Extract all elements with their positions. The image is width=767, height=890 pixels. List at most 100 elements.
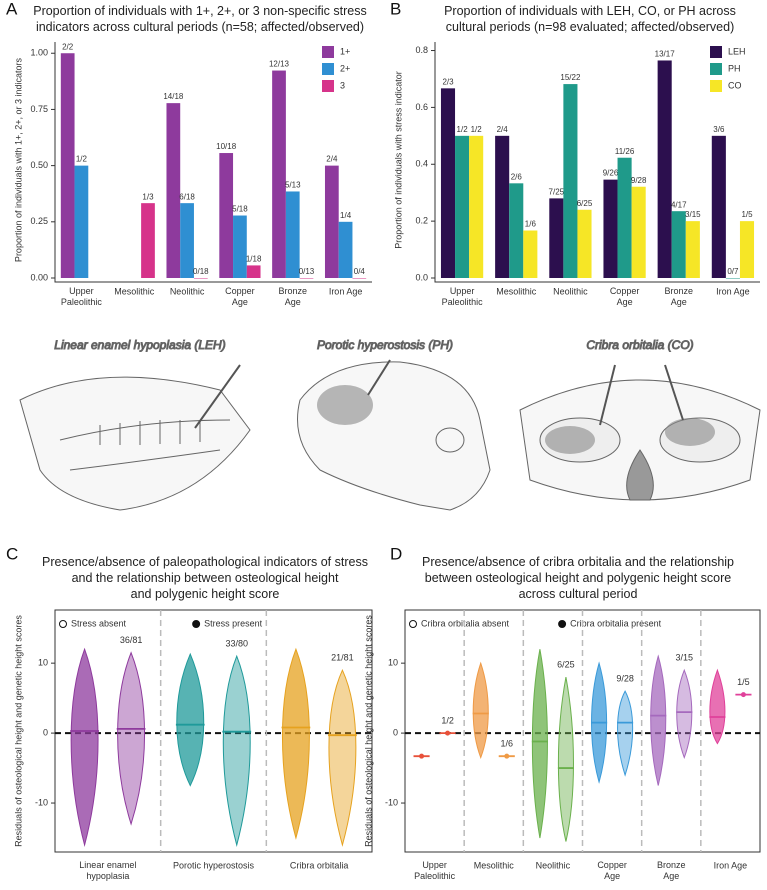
y-tick-label: -10 bbox=[35, 797, 48, 807]
chart-title: Proportion of individuals with LEH, CO, … bbox=[444, 4, 736, 34]
violin bbox=[650, 654, 667, 786]
value-label: 5/18 bbox=[232, 205, 248, 214]
y-tick-label: 1.00 bbox=[30, 48, 48, 58]
value-label: 4/17 bbox=[671, 200, 687, 209]
bar bbox=[352, 278, 367, 279]
violin bbox=[117, 651, 146, 826]
x-tick-label: Bronze Age bbox=[664, 286, 693, 307]
bar bbox=[523, 230, 538, 278]
x-tick-label: Linear enamel hypoplasia bbox=[79, 860, 136, 881]
value-label: 1/4 bbox=[340, 211, 352, 220]
legend-label: 3 bbox=[340, 80, 345, 90]
bar bbox=[141, 203, 155, 278]
bar bbox=[725, 278, 740, 279]
y-tick-label: -10 bbox=[385, 797, 398, 807]
bar bbox=[60, 53, 75, 278]
count-label: 6/25 bbox=[557, 660, 575, 670]
bar bbox=[285, 191, 300, 278]
value-label: 2/4 bbox=[497, 125, 509, 134]
x-tick-label: Iron Age bbox=[329, 286, 363, 296]
value-label: 1/6 bbox=[525, 220, 537, 229]
x-tick-label: Cribra orbitalia bbox=[290, 860, 349, 870]
legend-swatch bbox=[710, 63, 722, 75]
value-label: 14/18 bbox=[163, 92, 184, 101]
panel-letter: C bbox=[6, 544, 18, 563]
y-axis-label: Residuals of osteological height and gen… bbox=[363, 615, 373, 847]
legend-label: PH bbox=[728, 63, 741, 73]
value-label: 9/28 bbox=[631, 176, 647, 185]
x-tick-label: Mesolithic bbox=[474, 860, 515, 870]
violin bbox=[472, 661, 489, 759]
legend-label: 2+ bbox=[340, 63, 350, 73]
violin bbox=[557, 677, 574, 842]
bar bbox=[74, 165, 89, 278]
bar bbox=[299, 278, 314, 279]
violin bbox=[222, 654, 251, 847]
x-tick-label: Bronze Age bbox=[278, 286, 307, 307]
bar bbox=[739, 221, 755, 278]
value-label: 7/25 bbox=[549, 187, 565, 196]
value-label: 3/15 bbox=[685, 210, 701, 219]
illustrations: Linear enamel hypoplasia (LEH) Porotic h… bbox=[19, 338, 761, 511]
y-tick-label: 0.50 bbox=[30, 160, 48, 170]
bar bbox=[711, 135, 726, 278]
legend-symbol bbox=[409, 620, 417, 628]
legend-swatch bbox=[710, 46, 722, 58]
value-label: 2/2 bbox=[62, 42, 74, 51]
legend-label: 1+ bbox=[340, 46, 350, 56]
count-label: 1/6 bbox=[501, 739, 514, 749]
value-label: 0/18 bbox=[193, 267, 209, 276]
bar bbox=[631, 186, 646, 278]
bar bbox=[495, 135, 510, 278]
bar bbox=[324, 165, 339, 278]
value-label: 1/3 bbox=[142, 192, 154, 201]
y-tick-label: 0.25 bbox=[30, 216, 48, 226]
axis-line bbox=[54, 42, 372, 283]
legend-symbol bbox=[59, 620, 67, 628]
violin bbox=[676, 668, 693, 760]
caption: Porotic hyperostosis (PH) bbox=[317, 338, 453, 352]
panel-letter: D bbox=[390, 544, 402, 563]
y-tick-label: 0 bbox=[393, 727, 398, 737]
bar bbox=[577, 209, 592, 278]
x-tick-label: Upper Paleolithic bbox=[442, 286, 484, 307]
count-label: 33/80 bbox=[225, 639, 248, 649]
value-label: 1/18 bbox=[246, 255, 262, 264]
x-tick-label: Neolithic bbox=[553, 286, 588, 296]
x-tick-label: Iron Age bbox=[714, 860, 748, 870]
value-label: 10/18 bbox=[216, 142, 237, 151]
x-tick-label: Mesolithic bbox=[496, 286, 537, 296]
count-label: 3/15 bbox=[676, 653, 694, 663]
axis-line bbox=[434, 42, 760, 283]
value-label: 9/26 bbox=[603, 169, 619, 178]
value-label: 12/13 bbox=[269, 60, 290, 69]
legend-swatch bbox=[710, 80, 722, 92]
value-label: 15/22 bbox=[560, 73, 581, 82]
violin bbox=[176, 652, 205, 787]
x-tick-label: Upper Paleolithic bbox=[414, 860, 456, 881]
value-label: 2/4 bbox=[326, 155, 338, 164]
orbit-drawing bbox=[519, 364, 761, 501]
violin bbox=[328, 668, 357, 847]
x-tick-label: Bronze Age bbox=[657, 860, 686, 881]
panel-letter: A bbox=[6, 0, 18, 18]
x-tick-label: Copper Age bbox=[610, 286, 640, 307]
legend-symbol bbox=[192, 620, 201, 628]
bar bbox=[455, 135, 470, 278]
legend-label: Cribra orbitalia absent bbox=[421, 618, 510, 628]
violin bbox=[531, 649, 548, 839]
y-tick-label: 0.00 bbox=[30, 272, 48, 282]
x-tick-label: Mesolithic bbox=[114, 286, 155, 296]
legend-swatch bbox=[322, 46, 334, 58]
legend-swatch bbox=[322, 63, 334, 75]
value-label: 1/2 bbox=[471, 125, 483, 134]
legend-label: CO bbox=[728, 80, 742, 90]
x-tick-label: Neolithic bbox=[170, 286, 205, 296]
bar bbox=[272, 70, 286, 278]
y-axis-label: Residuals of osteological height and gen… bbox=[13, 615, 23, 847]
count-label: 36/81 bbox=[120, 635, 143, 645]
legend-label: Stress present bbox=[204, 618, 263, 628]
count-label: 21/81 bbox=[331, 653, 354, 663]
bar bbox=[166, 103, 181, 278]
